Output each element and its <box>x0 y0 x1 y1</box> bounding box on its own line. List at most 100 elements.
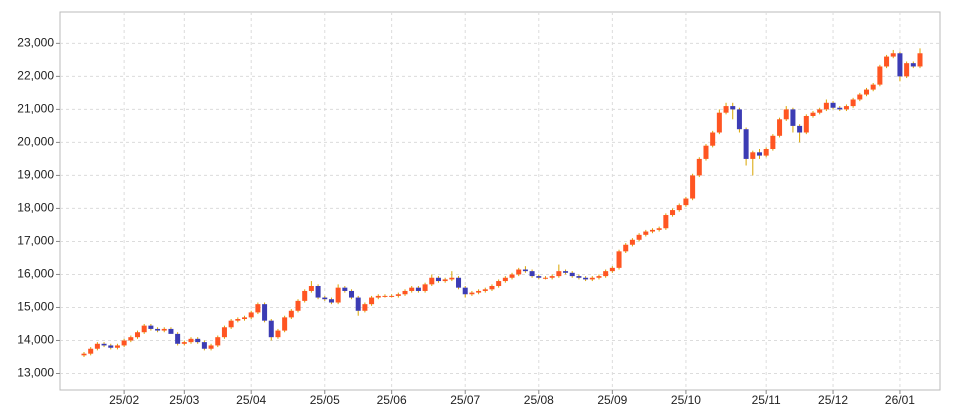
x-tick-label: 25/04 <box>236 393 266 407</box>
candle-body <box>730 106 736 110</box>
candle-body <box>910 63 916 67</box>
candle-body <box>857 94 863 100</box>
candle-body <box>375 295 381 298</box>
candle-body <box>890 53 896 57</box>
candle-body <box>462 287 468 295</box>
candle-body <box>522 269 528 272</box>
candle-body <box>181 342 187 344</box>
y-tick-label: 22,000 <box>17 69 54 83</box>
candle-body <box>415 287 421 291</box>
candle-body <box>148 325 154 329</box>
plot-area <box>59 11 941 391</box>
candle-body <box>456 277 462 288</box>
candle-body <box>830 102 836 108</box>
candle-body <box>228 320 234 328</box>
x-tick-label: 26/01 <box>885 393 915 407</box>
candle-body <box>402 290 408 295</box>
candle-body <box>850 99 856 107</box>
y-tick-label: 13,000 <box>17 366 54 380</box>
candle-body <box>763 149 769 156</box>
candle-body <box>315 286 321 298</box>
y-tick-label: 18,000 <box>17 201 54 215</box>
y-tick-label: 14,000 <box>17 333 54 347</box>
candle-body <box>134 332 141 338</box>
candle-body <box>476 290 482 293</box>
candle-body <box>201 342 207 349</box>
candle-body <box>690 175 696 199</box>
candle-body <box>449 277 455 280</box>
y-tick-label: 19,000 <box>17 168 54 182</box>
candle-body <box>221 327 227 338</box>
candle-body <box>843 106 849 110</box>
candle-body <box>94 343 100 349</box>
candle-body <box>409 287 415 291</box>
candle-body <box>643 231 649 235</box>
candle-body <box>275 330 281 338</box>
candle-body <box>743 129 749 159</box>
candle-body <box>797 125 803 133</box>
candle-body <box>884 56 890 67</box>
x-tick-label: 25/11 <box>752 393 781 407</box>
candle-body <box>389 295 395 297</box>
candle-body <box>556 271 562 277</box>
x-tick-label: 25/08 <box>524 393 554 407</box>
candle-body <box>128 337 134 341</box>
x-tick-label: 25/02 <box>109 393 139 407</box>
candle-body <box>770 135 776 150</box>
candle-body <box>496 281 502 287</box>
y-tick-label: 16,000 <box>17 267 54 281</box>
candle-body <box>663 215 669 229</box>
candle-body <box>482 289 488 291</box>
candle-body <box>81 353 87 356</box>
candle-body <box>683 198 689 206</box>
candle-body <box>670 210 676 216</box>
candle-body <box>569 272 575 277</box>
candle-body <box>736 109 742 130</box>
candle-body <box>168 328 174 334</box>
x-tick-label: 25/12 <box>818 393 848 407</box>
candle-body <box>596 276 602 278</box>
candle-body <box>576 276 582 278</box>
candle-body <box>516 269 522 275</box>
candle-body <box>235 319 241 321</box>
candle-body <box>268 320 274 338</box>
candle-body <box>161 328 167 331</box>
candle-body <box>141 325 147 333</box>
x-tick-label: 25/06 <box>377 393 407 407</box>
candle-body <box>121 340 127 346</box>
candle-body <box>649 229 655 232</box>
candle-body <box>248 312 254 318</box>
candle-body <box>382 295 388 297</box>
candle-body <box>489 286 495 290</box>
candle-body <box>583 277 589 280</box>
candle-body <box>536 276 542 278</box>
candle-body <box>362 304 368 311</box>
candle-body <box>242 317 248 320</box>
x-tick-label: 25/05 <box>310 393 340 407</box>
candle-body <box>114 345 120 348</box>
candle-body <box>609 267 615 272</box>
x-tick-label: 25/10 <box>671 393 701 407</box>
candle-body <box>429 277 435 285</box>
candle-body <box>101 343 107 346</box>
candle-body <box>262 304 268 321</box>
candle-body <box>917 53 923 67</box>
candle-body <box>863 89 870 95</box>
candle-body <box>750 152 756 159</box>
candle-body <box>469 292 475 295</box>
x-tick-label: 25/07 <box>450 393 480 407</box>
y-tick-label: 17,000 <box>17 234 54 248</box>
candle-body <box>282 317 288 331</box>
candle-body <box>502 277 508 282</box>
candle-body <box>676 205 682 211</box>
candle-body <box>302 290 308 301</box>
candle-body <box>335 287 341 303</box>
candle-body <box>589 277 595 280</box>
candle-body <box>215 337 221 346</box>
candle-body <box>288 310 294 318</box>
candle-body <box>810 112 816 116</box>
candle-body <box>175 333 181 344</box>
candle-body <box>756 152 762 156</box>
y-tick-label: 15,000 <box>17 300 54 314</box>
